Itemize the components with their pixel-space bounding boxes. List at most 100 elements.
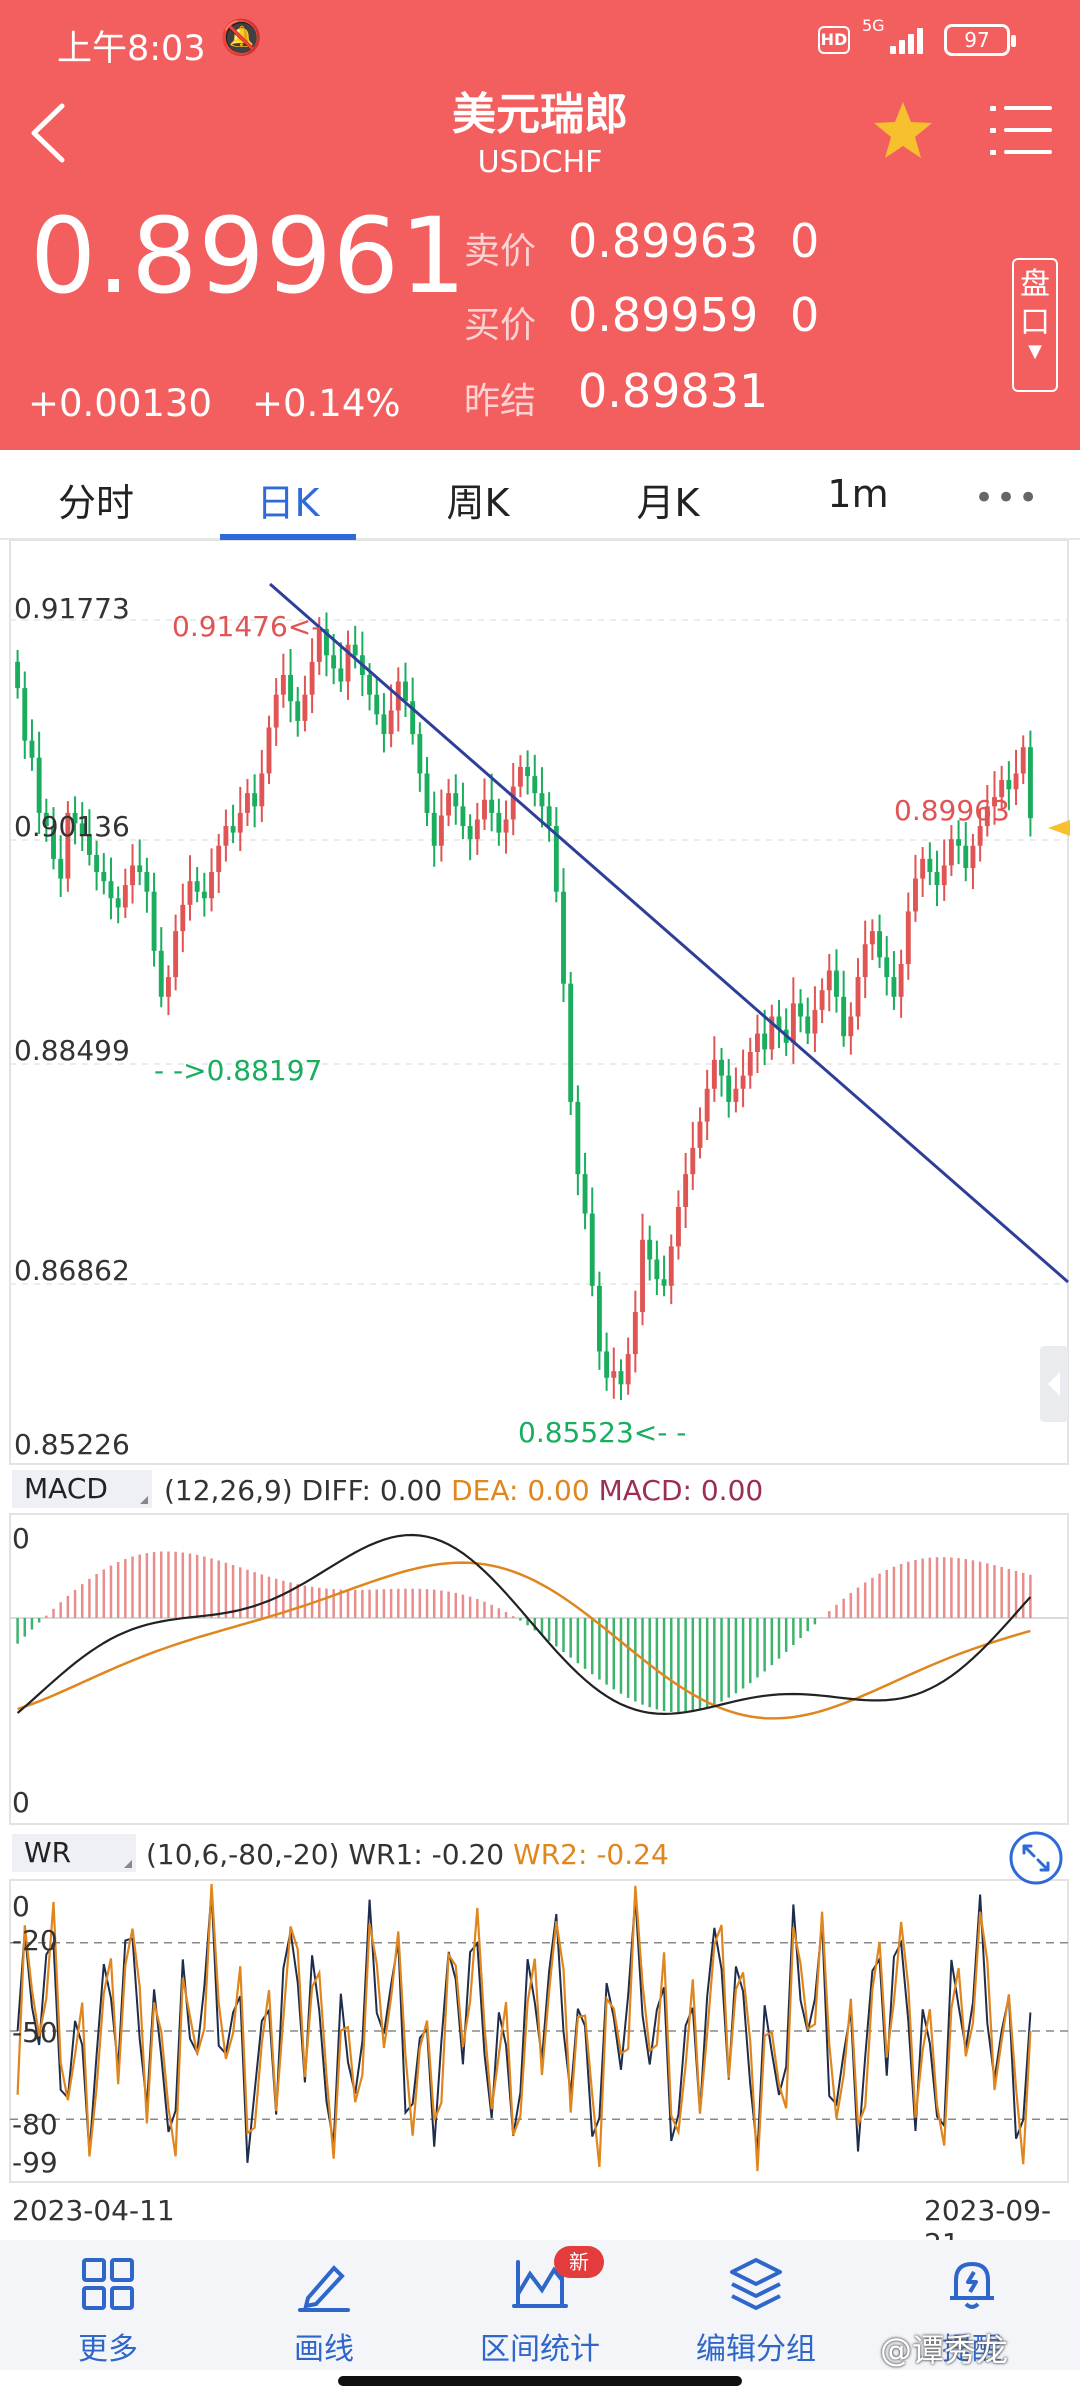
candle-body (654, 1259, 660, 1280)
chart-area[interactable]: 0.91773 0.90136 0.88499 0.86862 0.85226 … (0, 540, 1080, 2260)
candle-body (841, 996, 847, 1037)
candle-body (510, 786, 516, 820)
candle-body (539, 793, 545, 807)
bid-volume: 0 (790, 288, 820, 342)
candle-body (151, 891, 157, 951)
candle-body (158, 950, 164, 997)
wr2-value: WR2: -0.24 (513, 1838, 669, 1871)
candle-body (719, 1059, 724, 1076)
high-annotation: 0.91476<- (172, 610, 322, 643)
favorite-star-icon[interactable] (870, 98, 936, 164)
candle-body (245, 793, 250, 813)
expand-icon[interactable] (1008, 1830, 1064, 1886)
wr-y-tick: -20 (12, 1924, 58, 1957)
macd-indicator-label[interactable]: MACD (12, 1470, 152, 1508)
last-price-marker (1048, 820, 1070, 836)
candle-body (259, 773, 265, 807)
macd-param-set: (12,26,9) (164, 1474, 293, 1507)
candle-body (992, 797, 997, 807)
candle-body (977, 826, 983, 846)
bid-price: 0.89959 (568, 288, 759, 342)
candle-body (640, 1239, 645, 1313)
tab-intraday[interactable]: 分时 (57, 481, 134, 525)
candle-body (489, 799, 495, 813)
candle-body (165, 977, 171, 997)
nav-alert[interactable]: 提醒 (864, 2240, 1080, 2370)
candle-body (201, 891, 207, 899)
candle-body (984, 806, 990, 827)
nav-more[interactable]: 更多 (0, 2240, 216, 2370)
candle-body (58, 858, 64, 879)
low-annotation-left: - ->0.88197 (154, 1054, 323, 1087)
period-tabs: 分时 日K 周K 月K 1m ••• (0, 450, 1080, 540)
candle-body (683, 1174, 689, 1207)
candle-body (410, 701, 416, 735)
candle-body (367, 674, 373, 695)
candle-body (474, 819, 480, 840)
nav-draw-line[interactable]: 画线 (216, 2240, 432, 2370)
candle-body (223, 826, 229, 846)
candle-body (295, 701, 301, 721)
x-start-date: 2023-04-11 (12, 2194, 175, 2227)
candle-body (115, 898, 121, 908)
candle-body (956, 839, 962, 846)
y-tick-label: 0.88499 (14, 1034, 130, 1067)
home-indicator[interactable] (338, 2376, 742, 2386)
candle-body (661, 1279, 667, 1286)
candle-body (438, 815, 444, 846)
ask-volume: 0 (790, 214, 820, 268)
nav-range-stats[interactable]: 新 区间统计 (432, 2240, 648, 2370)
candle-body (36, 757, 42, 813)
side-collapse-arrow-icon (1048, 1372, 1060, 1396)
candle-body (790, 1003, 796, 1043)
battery-icon: 97 (944, 24, 1016, 56)
wr-y-tick: -50 (12, 2016, 58, 2049)
candle-body (252, 793, 258, 807)
symbol-code: USDCHF (477, 145, 603, 180)
candle-body (338, 668, 344, 682)
candle-body (625, 1354, 631, 1385)
candle-body (561, 891, 566, 984)
candle-body (388, 710, 394, 735)
range-stats-icon (512, 2260, 568, 2308)
tab-monthly-k[interactable]: 月K (636, 481, 700, 525)
candle-body (762, 1033, 768, 1050)
signal-icon (890, 24, 930, 54)
candle-body (999, 780, 1005, 798)
candle-body (446, 793, 452, 816)
mute-bell-icon: 🔕 (220, 18, 263, 58)
candle-body (819, 990, 825, 1010)
candle-body (316, 628, 322, 662)
menu-list-icon[interactable] (990, 104, 1052, 158)
macd-y-tick: 0 (12, 1786, 30, 1819)
more-dots-icon[interactable]: ••• (974, 478, 1041, 518)
candle-body (453, 793, 459, 807)
candle-body (79, 823, 85, 836)
candle-body (690, 1147, 696, 1175)
candle-body (496, 812, 502, 833)
candle-body (352, 644, 358, 656)
candle-body (963, 845, 969, 869)
y-tick-label: 0.91773 (14, 592, 130, 625)
macd-diff-value: DIFF: 0.00 (301, 1474, 443, 1507)
candle-body (381, 714, 387, 735)
tab-weekly-k[interactable]: 周K (446, 481, 510, 525)
candle-body (424, 773, 430, 813)
watermark-text: @谭秀龙 (880, 2331, 1009, 2369)
candle-body (668, 1246, 674, 1286)
candle-body (568, 983, 574, 1102)
kline-chart[interactable] (0, 540, 1080, 2240)
tab-1m[interactable]: 1m (827, 472, 889, 516)
candle-body (582, 1174, 588, 1214)
dropdown-arrow-icon: ▼ (1028, 341, 1042, 362)
wr-indicator-label[interactable]: WR (12, 1834, 136, 1872)
nav-edit-group[interactable]: 编辑分组 (648, 2240, 864, 2370)
back-arrow-icon[interactable] (22, 98, 82, 168)
macd-panel-frame (9, 1513, 1069, 1825)
pankou-button[interactable]: 盘口 ▼ (1012, 258, 1058, 392)
tab-daily-k[interactable]: 日K (256, 481, 320, 525)
candle-body (934, 872, 940, 886)
candle-body (86, 835, 92, 855)
candle-body (855, 977, 861, 1017)
candle-body (970, 845, 976, 869)
